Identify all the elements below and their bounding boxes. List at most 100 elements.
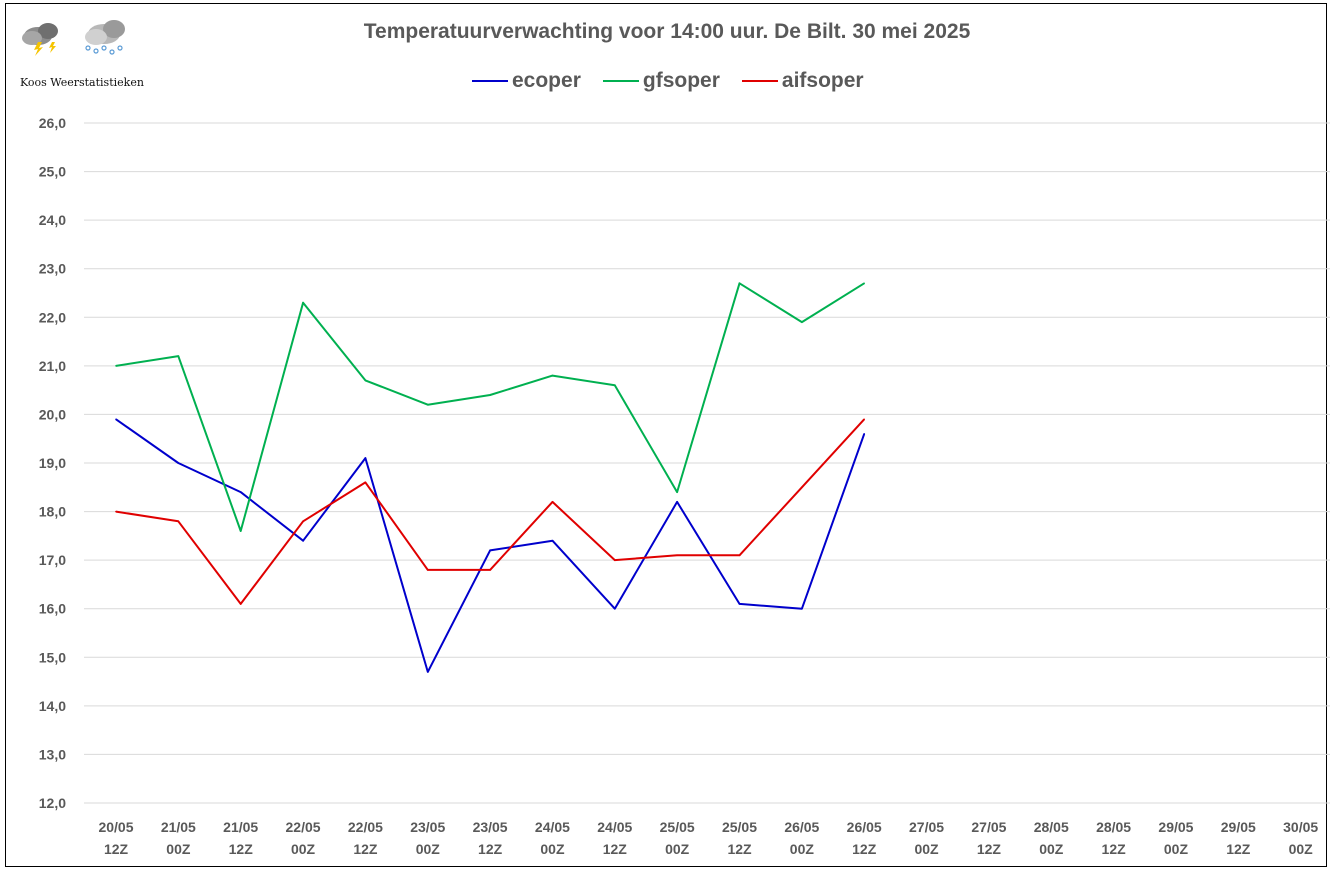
y-tick-label: 17,0 [39, 552, 66, 568]
x-tick-label-run: 12Z [353, 841, 378, 857]
data-point-ecoper [426, 671, 429, 673]
data-point-ecoper [676, 501, 678, 503]
data-point-ecoper [239, 491, 242, 493]
data-point-gfsoper [551, 374, 554, 377]
data-point-aifsoper [426, 569, 429, 571]
x-tick-label-date: 24/05 [535, 819, 570, 835]
y-tick-label: 21,0 [39, 358, 66, 374]
y-tick-label: 15,0 [39, 649, 66, 665]
legend-item-ecoper: ecoper [472, 69, 581, 93]
data-point-ecoper [364, 457, 367, 459]
weather-logo [22, 20, 125, 56]
x-tick-label-run: 12Z [478, 841, 503, 857]
data-point-aifsoper [489, 569, 491, 571]
y-tick-label: 22,0 [39, 309, 66, 325]
y-tick-label: 13,0 [39, 746, 66, 762]
legend-item-aifsoper: aifsoper [741, 69, 864, 93]
data-point-gfsoper [302, 301, 304, 304]
x-tick-label-run: 00Z [166, 841, 191, 857]
x-tick-label-run: 12Z [104, 841, 129, 857]
x-tick-label-date: 21/05 [223, 819, 258, 835]
x-tick-label-run: 12Z [603, 841, 628, 857]
x-tick-label-date: 23/05 [410, 819, 445, 835]
data-point-ecoper [801, 607, 803, 610]
data-point-gfsoper [239, 530, 242, 532]
y-tick-label: 12,0 [39, 795, 66, 811]
data-point-aifsoper [738, 554, 741, 557]
logo-text: Koos Weerstatistieken [20, 76, 144, 89]
data-point-aifsoper [676, 554, 678, 557]
data-point-ecoper [738, 603, 741, 605]
data-point-gfsoper [115, 365, 117, 367]
x-tick-label-date: 24/05 [597, 819, 632, 835]
data-point-aifsoper [177, 520, 180, 523]
data-point-gfsoper [177, 355, 180, 357]
x-tick-label-run: 12Z [977, 841, 1002, 857]
y-tick-label: 16,0 [39, 601, 66, 617]
snow-cloud-icon [85, 20, 125, 55]
x-tick-label-run: 12Z [727, 841, 752, 857]
legend-swatch-gfsoper [602, 80, 639, 82]
legend-label-ecoper: ecoper [512, 69, 581, 92]
data-point-ecoper [302, 539, 304, 542]
x-tick-label-run: 00Z [914, 841, 939, 857]
data-point-gfsoper [364, 379, 367, 382]
data-point-ecoper [489, 549, 491, 552]
legend-swatch-ecoper [472, 80, 508, 82]
y-tick-label: 24,0 [39, 212, 66, 228]
data-point-ecoper [863, 433, 865, 435]
y-tick-label: 19,0 [39, 455, 66, 471]
x-tick-label-run: 12Z [229, 841, 254, 857]
chart-legend: ecoper gfsoper aifsoper [472, 68, 886, 94]
y-tick-label: 18,0 [39, 504, 66, 520]
data-point-ecoper [614, 607, 616, 610]
x-tick-label-date: 28/05 [1096, 819, 1131, 835]
x-tick-label-run: 00Z [1039, 841, 1064, 857]
x-tick-label-date: 22/05 [348, 819, 383, 835]
data-point-aifsoper [801, 486, 803, 489]
data-point-gfsoper [801, 321, 803, 323]
x-tick-label-run: 00Z [540, 841, 565, 857]
x-tick-label-run: 00Z [665, 841, 690, 857]
x-tick-label-date: 26/05 [847, 819, 882, 835]
y-tick-label: 14,0 [39, 698, 66, 714]
x-tick-label-run: 00Z [291, 841, 316, 857]
data-point-aifsoper [115, 510, 117, 513]
x-tick-label-date: 27/05 [971, 819, 1006, 835]
x-tick-label-date: 22/05 [286, 819, 321, 835]
x-tick-label-date: 29/05 [1158, 819, 1193, 835]
data-point-aifsoper [863, 418, 865, 421]
series-line-gfsoper [115, 282, 865, 532]
data-point-ecoper [177, 462, 180, 464]
data-point-gfsoper [676, 491, 678, 493]
x-tick-label-run: 00Z [416, 841, 441, 857]
y-tick-label: 23,0 [39, 261, 66, 277]
x-tick-label-date: 29/05 [1221, 819, 1256, 835]
x-tick-label-run: 12Z [1102, 841, 1127, 857]
data-point-aifsoper [364, 481, 367, 484]
data-point-ecoper [551, 539, 554, 542]
x-tick-label-date: 23/05 [473, 819, 508, 835]
legend-item-gfsoper: gfsoper [602, 69, 720, 93]
y-tick-label: 20,0 [39, 406, 66, 422]
data-point-gfsoper [614, 384, 616, 387]
x-tick-label-run: 12Z [1226, 841, 1251, 857]
data-point-aifsoper [302, 520, 304, 523]
chart-title: Temperatuurverwachting voor 14:00 uur. D… [363, 20, 971, 43]
data-point-ecoper [115, 418, 117, 421]
data-point-gfsoper [426, 403, 429, 406]
y-tick-label: 26,0 [39, 115, 66, 131]
legend-label-aifsoper: aifsoper [781, 69, 864, 92]
data-point-gfsoper [738, 282, 741, 285]
x-tick-label-run: 12Z [852, 841, 877, 857]
data-point-aifsoper [551, 501, 554, 503]
thunderstorm-cloud-icon [22, 23, 58, 56]
x-tick-label-date: 25/05 [722, 819, 757, 835]
x-tick-label-run: 00Z [790, 841, 815, 857]
legend-label-gfsoper: gfsoper [642, 69, 720, 92]
chart-frame [5, 3, 1327, 867]
legend-swatch-aifsoper [741, 80, 778, 82]
y-tick-label: 25,0 [39, 164, 66, 180]
series-line-ecoper [115, 418, 866, 673]
